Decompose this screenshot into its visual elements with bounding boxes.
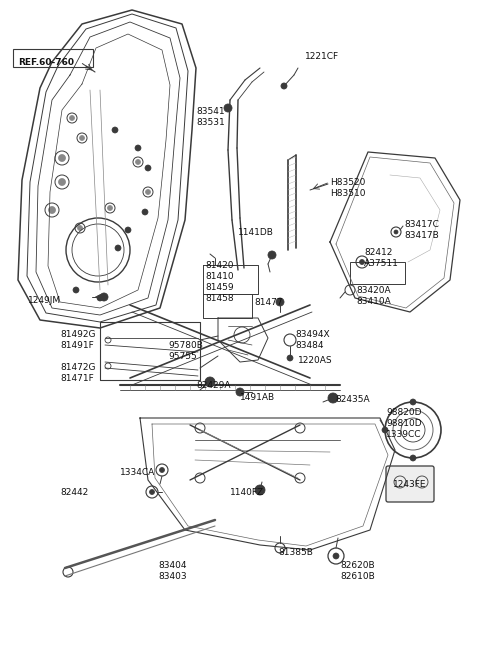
Text: 98820D: 98820D [386,408,421,417]
Circle shape [410,399,416,405]
Text: H83520: H83520 [330,178,365,187]
Text: 95755: 95755 [168,352,197,361]
FancyBboxPatch shape [386,466,434,502]
Circle shape [145,165,151,171]
Circle shape [97,295,103,301]
Text: 82610B: 82610B [340,572,375,581]
Text: 1339CC: 1339CC [386,430,421,439]
Text: 81491F: 81491F [60,341,94,350]
Text: 82435A: 82435A [335,395,370,404]
Text: 81420: 81420 [205,261,233,270]
Circle shape [268,251,276,259]
Text: 83541: 83541 [196,107,225,116]
Circle shape [276,298,284,306]
Circle shape [100,293,108,301]
Text: 1141DB: 1141DB [238,228,274,237]
Circle shape [394,230,398,234]
Text: 83420A: 83420A [356,286,391,295]
Circle shape [224,104,232,112]
Text: 95780B: 95780B [168,341,203,350]
Circle shape [159,468,165,472]
Text: 82442: 82442 [60,488,88,497]
Circle shape [287,355,293,361]
Circle shape [145,190,151,194]
Text: 1334CA: 1334CA [120,468,155,477]
Circle shape [328,393,338,403]
Circle shape [48,207,56,213]
Text: H83510: H83510 [330,189,365,198]
Text: 1491AB: 1491AB [240,393,275,402]
Text: 82429A: 82429A [196,381,230,390]
Text: 82412: 82412 [364,248,392,257]
Text: 83417B: 83417B [404,231,439,240]
Circle shape [112,127,118,133]
Circle shape [205,377,215,387]
Circle shape [382,427,388,433]
Circle shape [77,226,83,230]
Circle shape [410,455,416,461]
Circle shape [73,287,79,293]
Text: 1249JM: 1249JM [28,296,61,305]
Circle shape [236,388,244,396]
Text: 83484: 83484 [295,341,324,350]
Circle shape [135,159,141,165]
Circle shape [333,553,339,559]
Circle shape [142,209,148,215]
Text: REF.60-760: REF.60-760 [18,58,74,67]
Circle shape [70,115,74,121]
Text: 81477: 81477 [254,298,283,307]
Circle shape [115,245,121,251]
Text: 1243FE: 1243FE [393,480,427,489]
Text: 83417C: 83417C [404,220,439,229]
Circle shape [255,485,265,495]
Text: 1140FZ: 1140FZ [230,488,264,497]
Text: 81459: 81459 [205,283,234,292]
Circle shape [281,83,287,89]
Circle shape [149,489,155,495]
Circle shape [135,145,141,151]
Text: 83531: 83531 [196,118,225,127]
Bar [350,262,405,284]
Text: 1220AS: 1220AS [298,356,333,365]
Text: 81410: 81410 [205,272,234,281]
Text: 82620B: 82620B [340,561,374,570]
FancyBboxPatch shape [13,49,93,67]
Text: 81471F: 81471F [60,374,94,383]
Circle shape [108,205,112,211]
Circle shape [360,260,364,264]
Circle shape [80,136,84,140]
Circle shape [59,178,65,186]
Text: 81385B: 81385B [278,548,313,557]
Text: 98810D: 98810D [386,419,421,428]
Text: A37511: A37511 [364,259,399,268]
Text: 81472G: 81472G [60,363,96,372]
Circle shape [125,227,131,233]
Text: 1221CF: 1221CF [305,52,339,61]
Text: 83403: 83403 [158,572,187,581]
Text: 83404: 83404 [158,561,187,570]
Text: 81492G: 81492G [60,330,96,339]
Text: 83410A: 83410A [356,297,391,306]
Text: 81458: 81458 [205,294,234,303]
Text: 83494X: 83494X [295,330,330,339]
Circle shape [59,155,65,161]
